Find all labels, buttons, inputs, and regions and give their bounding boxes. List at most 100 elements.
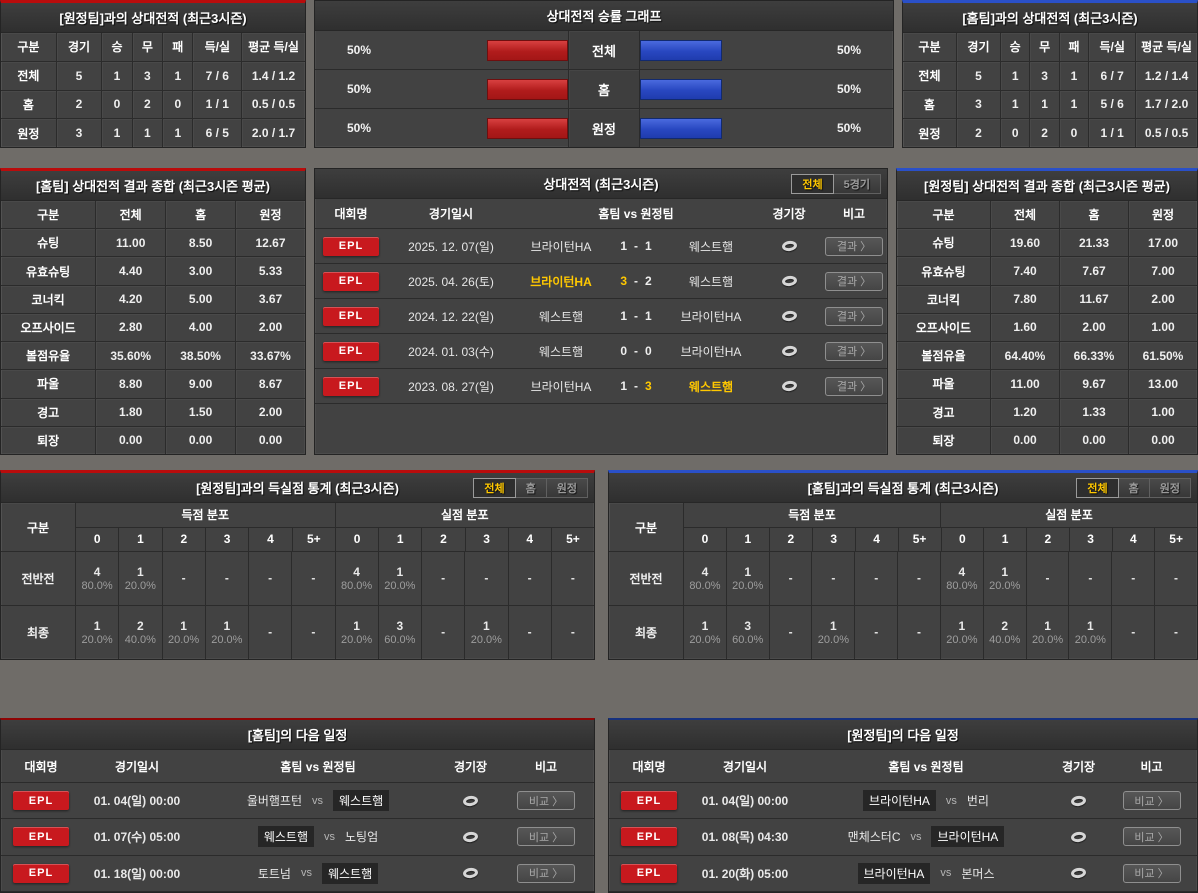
compare-button[interactable]: 비교 〉 [517,863,575,883]
col-header: 구분 [1,33,56,61]
match-date: 2024. 12. 22(일) [408,309,494,324]
league-badge: EPL [323,271,379,291]
panel-title: [홈팀]의 다음 일정 [1,720,594,750]
schedule-row: EPL 01. 07(수) 05:00 웨스트햄 vs 노팅엄 비교 〉 [1,819,594,856]
panel-title: [원정팀] 상대전적 결과 종합 (최근3시즌 평균) [897,171,1197,201]
home-team-name: 브라이턴HA [530,239,592,254]
summary-row: 코너킥 7.80 11.67 2.00 [897,284,1197,313]
avg-goals-cell: 0.5 / 0.5 [1135,119,1197,147]
away-cell: 2.00 [235,313,305,342]
goals-filter-tabs: 전체 홈 원정 [1076,477,1191,498]
result-button[interactable]: 결과 〉 [825,306,883,326]
row-label: 경고 [897,399,990,426]
filter-tab[interactable]: 전체 [1076,477,1119,498]
stadium-icon[interactable] [1070,867,1087,880]
filter-tab[interactable]: 원정 [1148,477,1191,498]
filter-tab[interactable]: 5경기 [832,173,881,194]
vs-label: vs [312,794,324,807]
result-button[interactable]: 결과 〉 [825,271,883,291]
result-button[interactable]: 결과 〉 [825,236,883,256]
away-winrate-bar [640,39,722,61]
conceded-cell: - [1154,606,1197,659]
col-header: 승 [1000,33,1029,61]
col-header: 경기장 [772,207,806,221]
home-schedule-panel: [홈팀]의 다음 일정 대회명 경기일시 홈팀 vs 원정팀 경기장 비고 EP… [0,718,595,893]
table-header-row: 대회명 경기일시 홈팀 vs 원정팀 경기장 비고 [1,750,594,783]
match-datetime: 01. 07(수) 05:00 [93,830,181,845]
total-cell: 7.40 [990,257,1059,285]
stadium-icon[interactable] [462,830,479,843]
away-winrate-bar [640,117,722,139]
goal-bin-header: 4 [1111,527,1155,551]
col-header: 승 [101,33,131,61]
scored-cell: 4 80.0% [81,565,113,592]
col-header: 홈팀 vs 원정팀 [888,759,964,774]
record-row: 전체 5 1 3 1 6 / 7 1.2 / 1.4 [903,60,1197,90]
games-cell: 5 [55,61,102,90]
home-winrate-value: 50% [347,43,372,57]
stadium-icon[interactable] [780,380,798,392]
stadium-icon[interactable] [462,867,479,880]
total-cell: 0.00 [990,426,1059,454]
match-datetime: 01. 18(일) 00:00 [93,866,181,881]
away-team-name: 노팅엄 [345,830,379,845]
total-cell: 11.00 [95,229,165,257]
table-header-row: 대회명 경기일시 홈팀 vs 원정팀 경기장 비고 [315,199,887,229]
home-cell: 7.67 [1059,257,1128,285]
conceded-cell: 3 60.0% [377,606,421,659]
filter-tab[interactable]: 전체 [473,477,516,498]
home-score: 1 [620,239,627,253]
result-button[interactable]: 결과 〉 [825,341,883,361]
home-team-name: 브라이턴HA [857,862,931,884]
draws-cell: 2 [1029,119,1058,147]
scored-group-header: 득점 분포 [181,508,230,523]
winrate-chart-panel: 상대전적 승률 그래프 50% 전체 50% 50% 홈 50% 50% 원정 [314,0,894,148]
col-header: 경기일시 [722,759,768,774]
goal-bin-header: 2 [1026,527,1069,551]
home-score: 0 [620,344,627,358]
compare-button[interactable]: 비교 〉 [1122,827,1181,847]
score-dash: - [634,344,638,358]
col-header: 비고 [842,207,866,221]
stadium-icon[interactable] [780,240,798,252]
away-cell: 1.00 [1128,398,1197,426]
row-label: 유효슈팅 [1,257,95,284]
compare-button[interactable]: 비교 〉 [1122,791,1181,811]
compare-button[interactable]: 비교 〉 [517,827,575,847]
total-cell: 2.80 [95,313,165,342]
summary-row: 유효슈팅 7.40 7.67 7.00 [897,256,1197,285]
total-cell: 35.60% [95,342,165,370]
filter-tab[interactable]: 원정 [545,477,588,498]
goal-bin-header: 2 [768,527,812,551]
filter-tab[interactable]: 전체 [791,173,834,194]
compare-button[interactable]: 비교 〉 [517,791,575,811]
filter-tab[interactable]: 홈 [514,477,547,498]
stadium-icon[interactable] [780,345,798,357]
summary-row: 오프사이드 2.80 4.00 2.00 [1,312,305,342]
total-cell: 4.40 [95,257,165,285]
stadium-icon[interactable] [780,275,798,287]
stadium-icon[interactable] [462,794,479,807]
away-score: 1 [645,309,652,323]
compare-button[interactable]: 비교 〉 [1122,863,1181,883]
filter-tab[interactable]: 홈 [1117,477,1150,498]
stadium-icon[interactable] [780,310,798,322]
home-winrate-bar [486,39,568,61]
home-winrate-value: 50% [347,121,372,135]
summary-row: 경고 1.20 1.33 1.00 [897,397,1197,426]
summary-row: 파울 11.00 9.67 13.00 [897,369,1197,398]
middle-row: [홈팀] 상대전적 결과 종합 (최근3시즌 평균) 구분 전체 홈 원정 슈팅… [0,168,1198,455]
away-team-name: 웨스트햄 [321,862,379,884]
away-score: 3 [645,379,652,393]
avg-goals-cell: 0.5 / 0.5 [241,90,305,119]
away-h2h-record-panel: [원정팀]과의 상대전적 (최근3시즌) 구분 경기 승 무 패 득/실 평균 … [0,0,306,148]
stadium-icon[interactable] [1070,830,1087,843]
stadium-icon[interactable] [1070,794,1087,807]
goals-stats-row: 전반전 4 80.0% 1 20.0% - - - - 4 80.0% 1 20.0% … [609,551,1197,605]
away-cell: 8.67 [235,370,305,398]
col-header: 구분 [897,201,990,228]
row-label: 전체 [903,62,956,90]
result-button[interactable]: 결과 〉 [825,376,883,396]
wins-cell: 1 [101,61,131,90]
away-cell: 61.50% [1128,342,1197,370]
